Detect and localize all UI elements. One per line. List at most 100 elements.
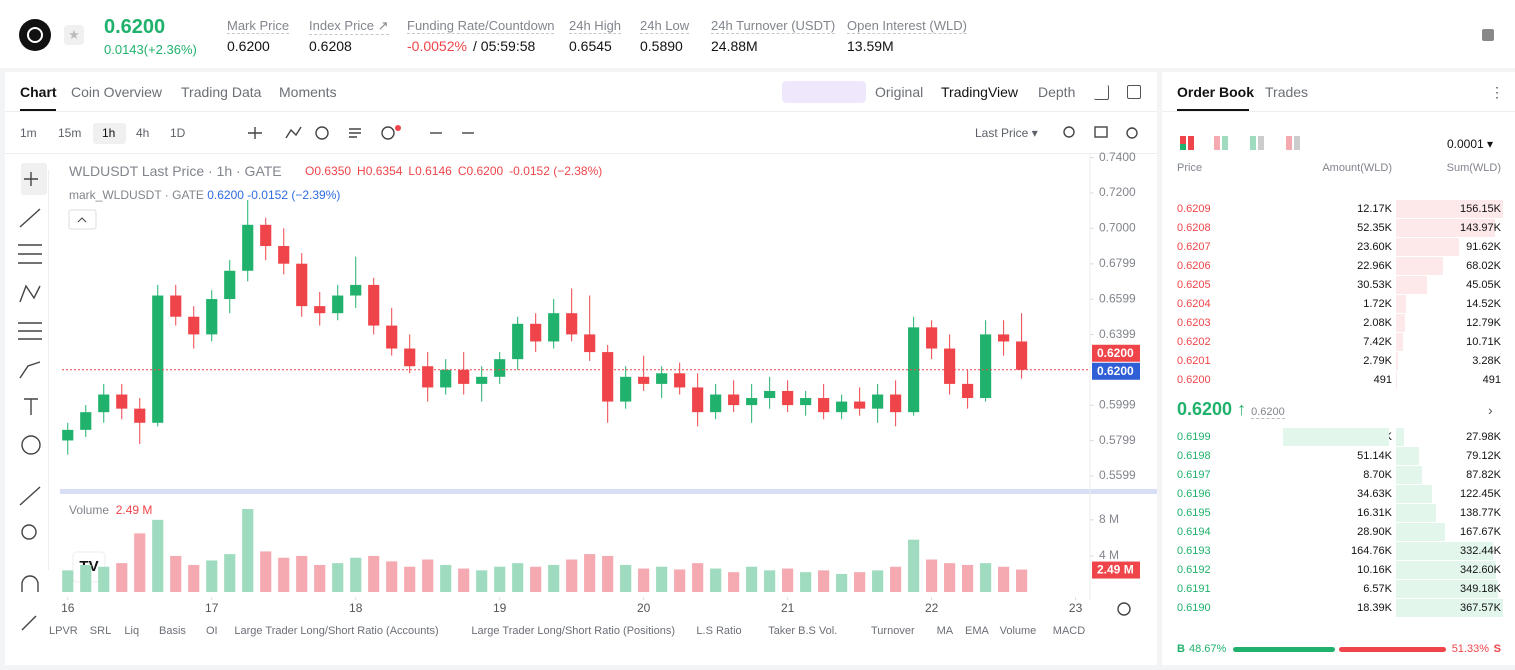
y-tick-label: 0.7200 bbox=[1099, 185, 1136, 199]
volume-bar bbox=[602, 555, 614, 592]
price-change: 0.0143(+2.36%) bbox=[104, 42, 197, 57]
indicator[interactable]: Large Trader Long/Short Ratio (Positions… bbox=[471, 625, 675, 637]
candle-body bbox=[116, 394, 128, 409]
book-price[interactable]: 0.6205 bbox=[1177, 279, 1211, 291]
book-amount: 2.08K bbox=[1363, 317, 1392, 329]
book-tab[interactable]: Trades bbox=[1265, 84, 1309, 100]
book-price[interactable]: 0.6208 bbox=[1177, 222, 1211, 234]
candle-body bbox=[350, 284, 362, 296]
book-price[interactable]: 0.6191 bbox=[1177, 583, 1211, 595]
view-tab[interactable]: Original bbox=[875, 84, 924, 100]
candle-body bbox=[440, 369, 452, 388]
volume-bar bbox=[818, 570, 830, 592]
indicator[interactable]: Volume bbox=[999, 625, 1037, 637]
book-price[interactable]: 0.6196 bbox=[1177, 488, 1211, 500]
indicator[interactable]: LPVR bbox=[49, 625, 78, 637]
tab[interactable]: Trading Data bbox=[181, 84, 262, 100]
x-tick-label: 17 bbox=[205, 601, 219, 615]
view-tab[interactable]: Depth bbox=[1038, 84, 1076, 100]
book-price[interactable]: 0.6198 bbox=[1177, 450, 1211, 462]
book-price[interactable]: 0.6200 bbox=[1177, 374, 1211, 386]
price-source[interactable]: Last Price ▾ bbox=[975, 126, 1038, 140]
indicator[interactable]: Taker B.S Vol. bbox=[768, 625, 838, 637]
volume-bar bbox=[80, 564, 92, 592]
y-tick-label: 0.5999 bbox=[1099, 397, 1136, 411]
book-tab[interactable]: Order Book bbox=[1177, 84, 1255, 100]
book-price[interactable]: 0.6199 bbox=[1177, 431, 1211, 443]
y-tick-label: 0.6599 bbox=[1099, 291, 1136, 305]
view-tab[interactable]: TradingView bbox=[941, 84, 1019, 100]
active-tab-underline bbox=[1177, 109, 1249, 111]
interval[interactable]: 1h bbox=[102, 126, 116, 140]
indicator[interactable]: Large Trader Long/Short Ratio (Accounts) bbox=[234, 625, 439, 637]
indicator[interactable]: Liq bbox=[124, 625, 140, 637]
book-amount: 10.16K bbox=[1357, 564, 1392, 576]
interval[interactable]: 15m bbox=[58, 126, 82, 140]
indicator[interactable]: MACD bbox=[1052, 625, 1086, 637]
interval[interactable]: 4h bbox=[136, 126, 150, 140]
book-price[interactable]: 0.6202 bbox=[1177, 336, 1211, 348]
book-price[interactable]: 0.6203 bbox=[1177, 317, 1211, 329]
indicator[interactable]: OI bbox=[206, 625, 218, 637]
book-price[interactable]: 0.6192 bbox=[1177, 564, 1211, 576]
book-price[interactable]: 0.6206 bbox=[1177, 260, 1211, 272]
book-price[interactable]: 0.6207 bbox=[1177, 241, 1211, 253]
volume-bar bbox=[422, 559, 434, 592]
book-price[interactable]: 0.6204 bbox=[1177, 298, 1211, 310]
volume-bar bbox=[764, 570, 776, 592]
indicator[interactable]: L.S Ratio bbox=[696, 625, 742, 637]
stat-extra: / 05:59:58 bbox=[473, 38, 536, 54]
volume-bar bbox=[134, 533, 146, 592]
precision-select[interactable]: 0.0001 ▾ bbox=[1447, 137, 1494, 151]
x-tick-label: 16 bbox=[61, 601, 75, 615]
volume-bar bbox=[980, 563, 992, 592]
indicator[interactable]: MA bbox=[936, 625, 954, 637]
collapse-button[interactable] bbox=[68, 209, 97, 230]
indicator[interactable]: SRL bbox=[89, 625, 112, 637]
book-price[interactable]: 0.6194 bbox=[1177, 526, 1211, 538]
book-price[interactable]: 0.6209 bbox=[1177, 203, 1211, 215]
favorite-button[interactable]: ★ bbox=[64, 25, 84, 45]
volume-bar bbox=[170, 555, 182, 592]
volume-bar bbox=[350, 557, 362, 592]
tab[interactable]: Chart bbox=[20, 84, 57, 100]
indicator[interactable]: EMA bbox=[965, 625, 989, 637]
book-price[interactable]: 0.6201 bbox=[1177, 355, 1211, 367]
book-sum: 367.57K bbox=[1460, 602, 1501, 614]
window-icon[interactable] bbox=[1127, 85, 1141, 99]
settings-icon[interactable] bbox=[1482, 29, 1494, 41]
candle-body bbox=[926, 327, 938, 349]
volume-bar bbox=[116, 563, 128, 592]
more-menu[interactable]: ⋮ bbox=[1490, 84, 1504, 100]
book-sum: 342.60K bbox=[1460, 564, 1501, 576]
candle-body bbox=[332, 295, 344, 314]
book-amount: 22.96K bbox=[1357, 260, 1392, 272]
book-amount: 12.17K bbox=[1357, 203, 1392, 215]
candle-body bbox=[566, 313, 578, 335]
volume-bar bbox=[386, 561, 398, 592]
book-view-toggles bbox=[1180, 136, 1300, 150]
interval[interactable]: 1D bbox=[170, 126, 186, 140]
book-price[interactable]: 0.6190 bbox=[1177, 602, 1211, 614]
volume-bar bbox=[242, 509, 254, 592]
indicator[interactable]: Basis bbox=[159, 625, 186, 637]
book-sum: 10.71K bbox=[1466, 336, 1501, 348]
fullscreen-icon[interactable] bbox=[1094, 85, 1109, 100]
indicator[interactable]: Turnover bbox=[871, 625, 915, 637]
book-price[interactable]: 0.6197 bbox=[1177, 469, 1211, 481]
tab[interactable]: Coin Overview bbox=[71, 84, 163, 100]
volume-bar bbox=[638, 568, 650, 592]
candle-body bbox=[98, 394, 110, 413]
candle-body bbox=[782, 390, 794, 406]
stat-value: 0.6200 bbox=[227, 38, 270, 54]
expand-arrow[interactable]: › bbox=[1488, 402, 1493, 418]
book-price[interactable]: 0.6195 bbox=[1177, 507, 1211, 519]
volume-tag-label: 2.49 M bbox=[1097, 563, 1134, 577]
volume-legend-value: 2.49 M bbox=[115, 503, 153, 517]
interval[interactable]: 1m bbox=[20, 126, 37, 140]
mark-legend-title: mark_WLDUSDT · GATE bbox=[69, 188, 204, 202]
candle-body bbox=[530, 323, 542, 342]
tab[interactable]: Moments bbox=[279, 84, 337, 100]
book-price[interactable]: 0.6193 bbox=[1177, 545, 1211, 557]
ai-badge[interactable] bbox=[782, 81, 866, 103]
